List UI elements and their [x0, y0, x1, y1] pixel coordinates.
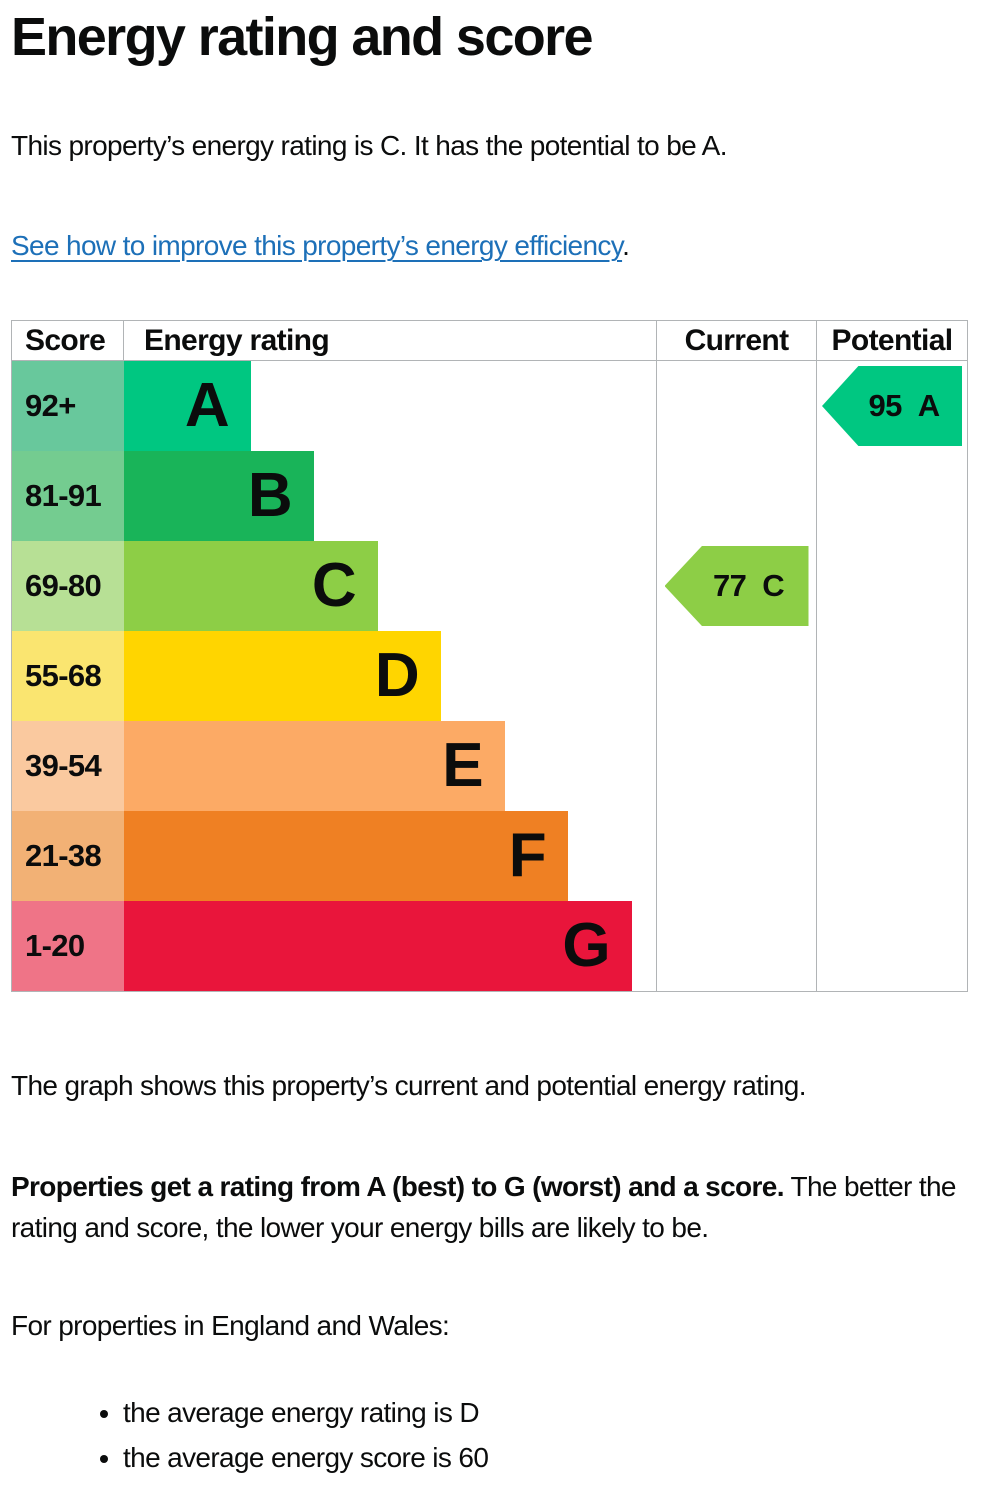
band-row-e: 39-54 E [12, 721, 967, 811]
region-heading: For properties in England and Wales: [11, 1310, 450, 1341]
improve-link[interactable]: See how to improve this property’s energ… [11, 230, 623, 261]
band-row-a: 92+ A 95 A [12, 361, 967, 451]
band-letter-g: G [562, 911, 610, 980]
score-range-c: 69-80 [12, 541, 124, 631]
band-row-d: 55-68 D [12, 631, 967, 721]
band-letter-d: D [374, 641, 420, 710]
potential-cell-a: 95 A [816, 361, 967, 451]
col-header-potential: Potential [816, 321, 967, 360]
band-bar-a: A [124, 361, 251, 451]
current-score: 77 [713, 568, 747, 603]
band-row-f: 21-38 F [12, 811, 967, 901]
list-item-average-score: the average energy score is 60 [123, 1435, 970, 1480]
potential-cell-c [816, 541, 967, 631]
potential-band-letter: A [917, 388, 940, 423]
current-cell-d [656, 631, 816, 721]
current-rating-arrow: 77 C [664, 546, 809, 626]
explain-rest-text: The better the rating and score, the low… [11, 1171, 956, 1243]
band-letter-c: C [311, 551, 357, 620]
potential-cell-f [816, 811, 967, 901]
improve-link-suffix: . [622, 230, 630, 261]
intro-text: This property’s energy rating is C. It h… [11, 130, 727, 161]
potential-cell-e [816, 721, 967, 811]
band-bar-d: D [124, 631, 441, 721]
score-range-f: 21-38 [12, 811, 124, 901]
current-cell-f [656, 811, 816, 901]
potential-cell-d [816, 631, 967, 721]
col-header-energy-rating: Energy rating [144, 323, 330, 357]
band-bar-e: E [124, 721, 505, 811]
band-letter-b: B [247, 461, 293, 530]
col-header-current: Current [656, 321, 816, 360]
potential-cell-b [816, 451, 967, 541]
band-bar-b: B [124, 451, 314, 541]
graph-header-row: Score Energy rating Current Potential [12, 321, 967, 361]
score-range-d: 55-68 [12, 631, 124, 721]
current-cell-e [656, 721, 816, 811]
band-letter-a: A [184, 371, 230, 440]
score-range-g: 1-20 [12, 901, 124, 991]
page-title: Energy rating and score [11, 7, 594, 67]
potential-rating-arrow: 95 A [822, 366, 962, 446]
explain-text: Properties get a rating from A (best) to… [11, 1166, 970, 1248]
band-row-b: 81-91 B [12, 451, 967, 541]
score-range-e: 39-54 [12, 721, 124, 811]
band-row-c: 69-80 C 77 C [12, 541, 967, 631]
current-band-letter: C [762, 568, 784, 603]
band-bar-g: G [124, 901, 632, 991]
band-bar-f: F [124, 811, 568, 901]
explain-bold-text: Properties get a rating from A (best) to… [11, 1171, 784, 1202]
band-row-g: 1-20 G [12, 901, 967, 991]
col-header-score: Score [12, 321, 124, 360]
current-cell-c: 77 C [656, 541, 816, 631]
current-cell-b [656, 451, 816, 541]
score-range-b: 81-91 [12, 451, 124, 541]
potential-cell-g [816, 901, 967, 991]
score-range-a: 92+ [12, 361, 124, 451]
improve-link-line: See how to improve this property’s energ… [11, 226, 970, 266]
current-cell-g [656, 901, 816, 991]
list-item-average-rating: the average energy rating is D [123, 1390, 970, 1435]
current-cell-a [656, 361, 816, 451]
potential-score: 95 [868, 388, 903, 423]
energy-rating-graph: Score Energy rating Current Potential 92… [11, 320, 968, 992]
band-letter-f: F [508, 821, 547, 890]
average-rating-list: the average energy rating is D the avera… [11, 1390, 970, 1480]
band-bar-c: C [124, 541, 378, 631]
graph-caption: The graph shows this property’s current … [11, 1070, 807, 1101]
band-letter-e: E [442, 731, 483, 800]
